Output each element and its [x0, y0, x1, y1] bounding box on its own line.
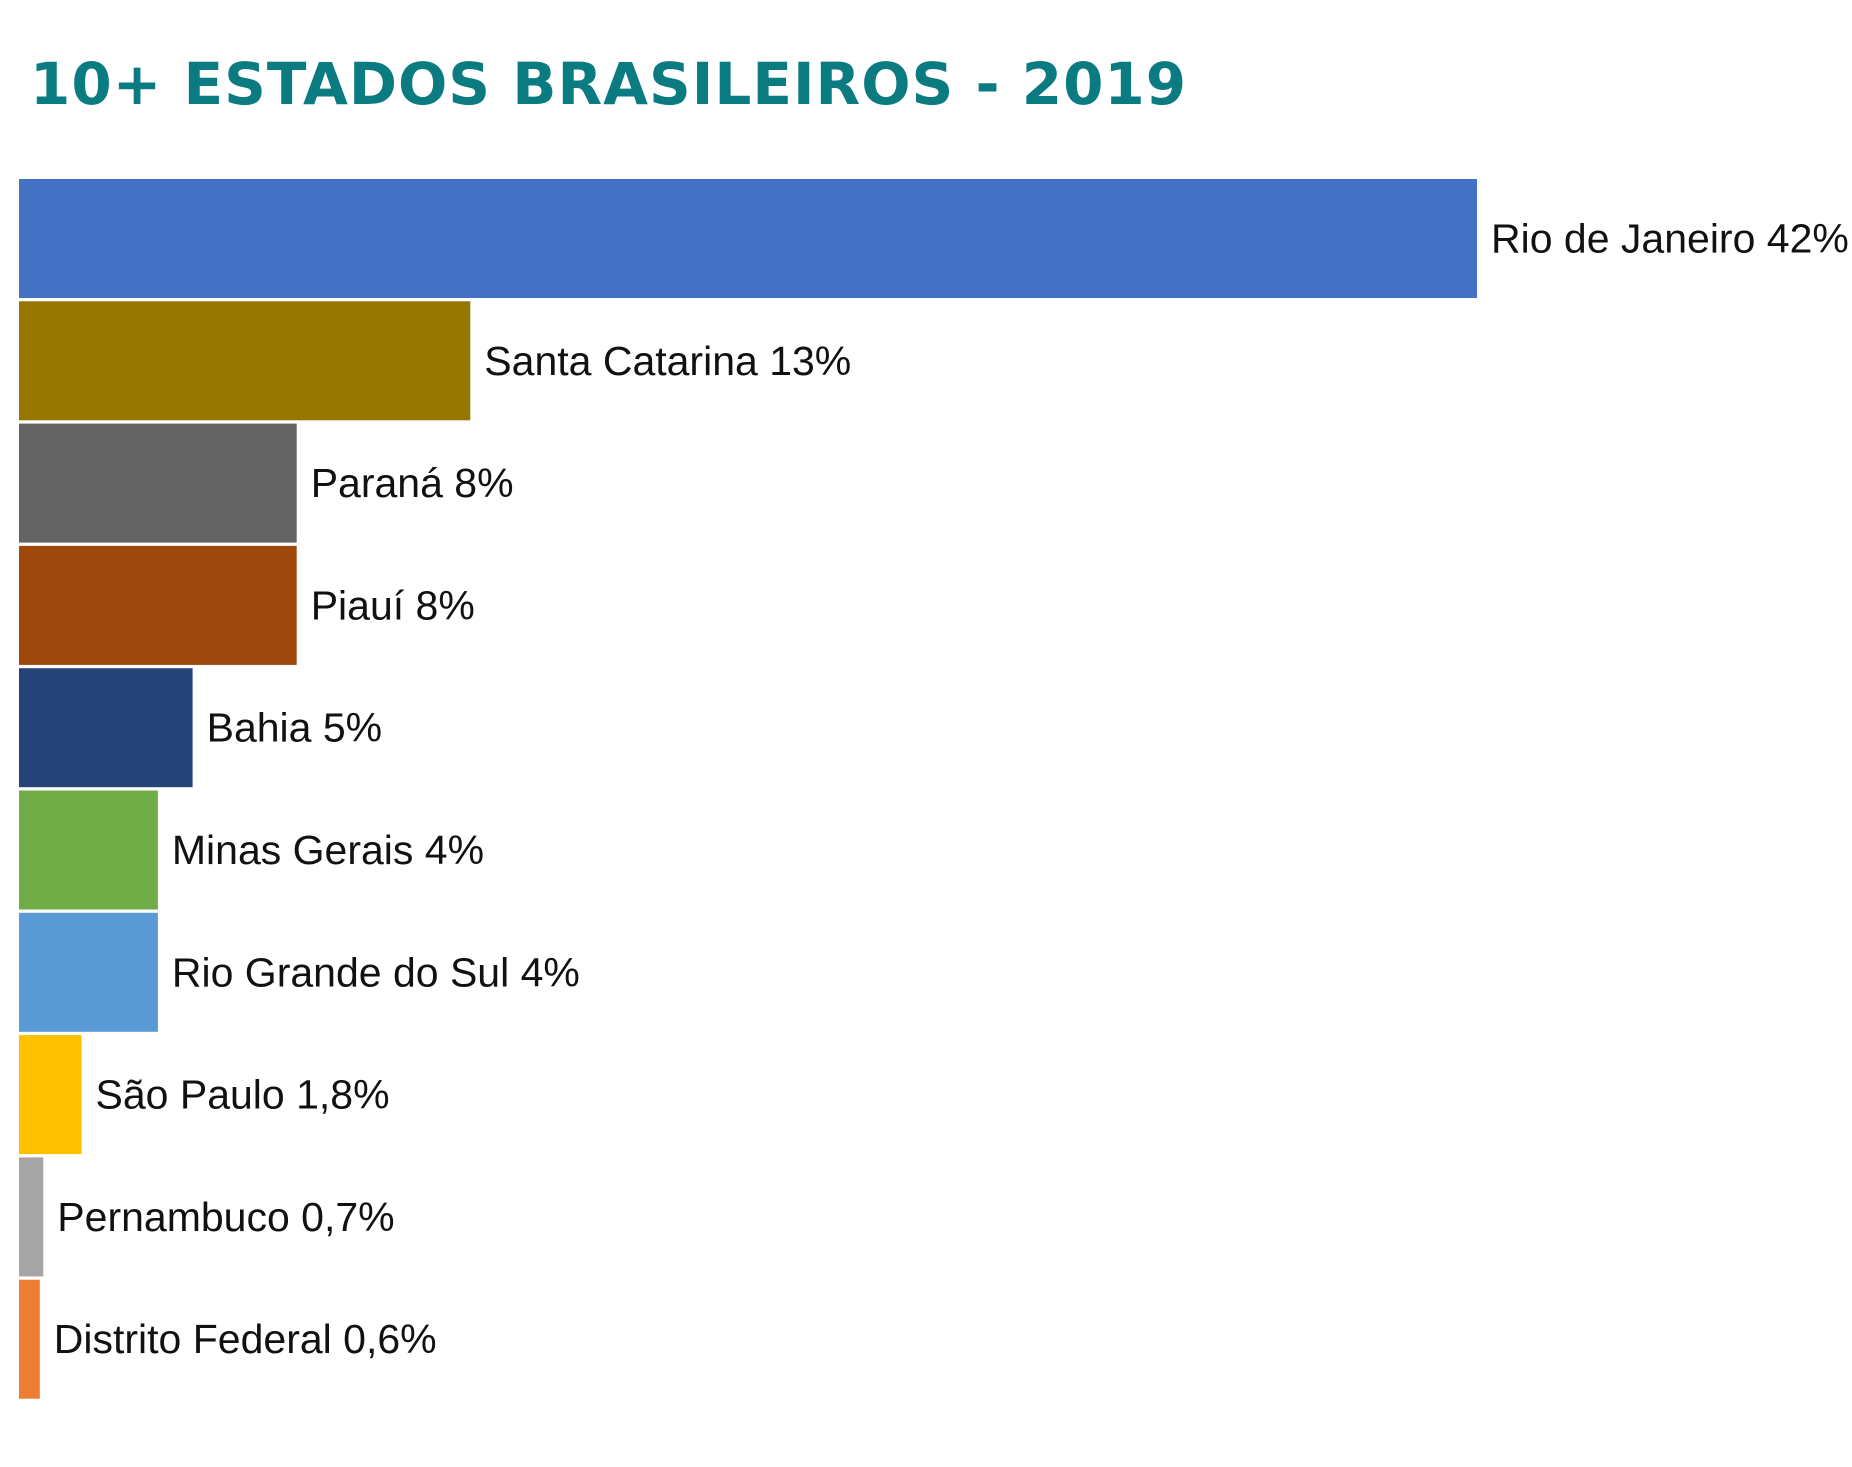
bars [19, 179, 1477, 1399]
bar-label-9: Pernambuco 0,7% [57, 1194, 394, 1240]
bar-label-1: Rio de Janeiro 42% [1491, 216, 1849, 262]
bar-labels: Rio de Janeiro 42% Santa Catarina 13% Para… [54, 216, 1849, 1363]
chart-title: 10+ ESTADOS BRASILEIROS - 2019 [30, 50, 1188, 118]
bar-label-10: Distrito Federal 0,6% [54, 1316, 437, 1362]
bar-1 [19, 179, 1477, 298]
bar-5 [19, 668, 193, 788]
bar-label-4: Piauí 8% [311, 582, 475, 628]
bar-label-5: Bahia 5% [207, 705, 383, 751]
bar-label-2: Santa Catarina 13% [484, 338, 851, 384]
bar-label-6: Minas Gerais 4% [172, 827, 484, 873]
bar-label-8: São Paulo 1,8% [96, 1072, 390, 1118]
bar-3 [19, 423, 297, 543]
bar-10 [19, 1279, 40, 1399]
bar-label-7: Rio Grande do Sul 4% [172, 949, 580, 995]
bar-4 [19, 545, 297, 665]
bar-label-3: Paraná 8% [311, 460, 514, 506]
bar-7 [19, 912, 158, 1032]
bar-6 [19, 790, 158, 910]
bar-8 [19, 1035, 82, 1155]
bar-9 [19, 1157, 44, 1277]
bar-2 [19, 301, 471, 421]
